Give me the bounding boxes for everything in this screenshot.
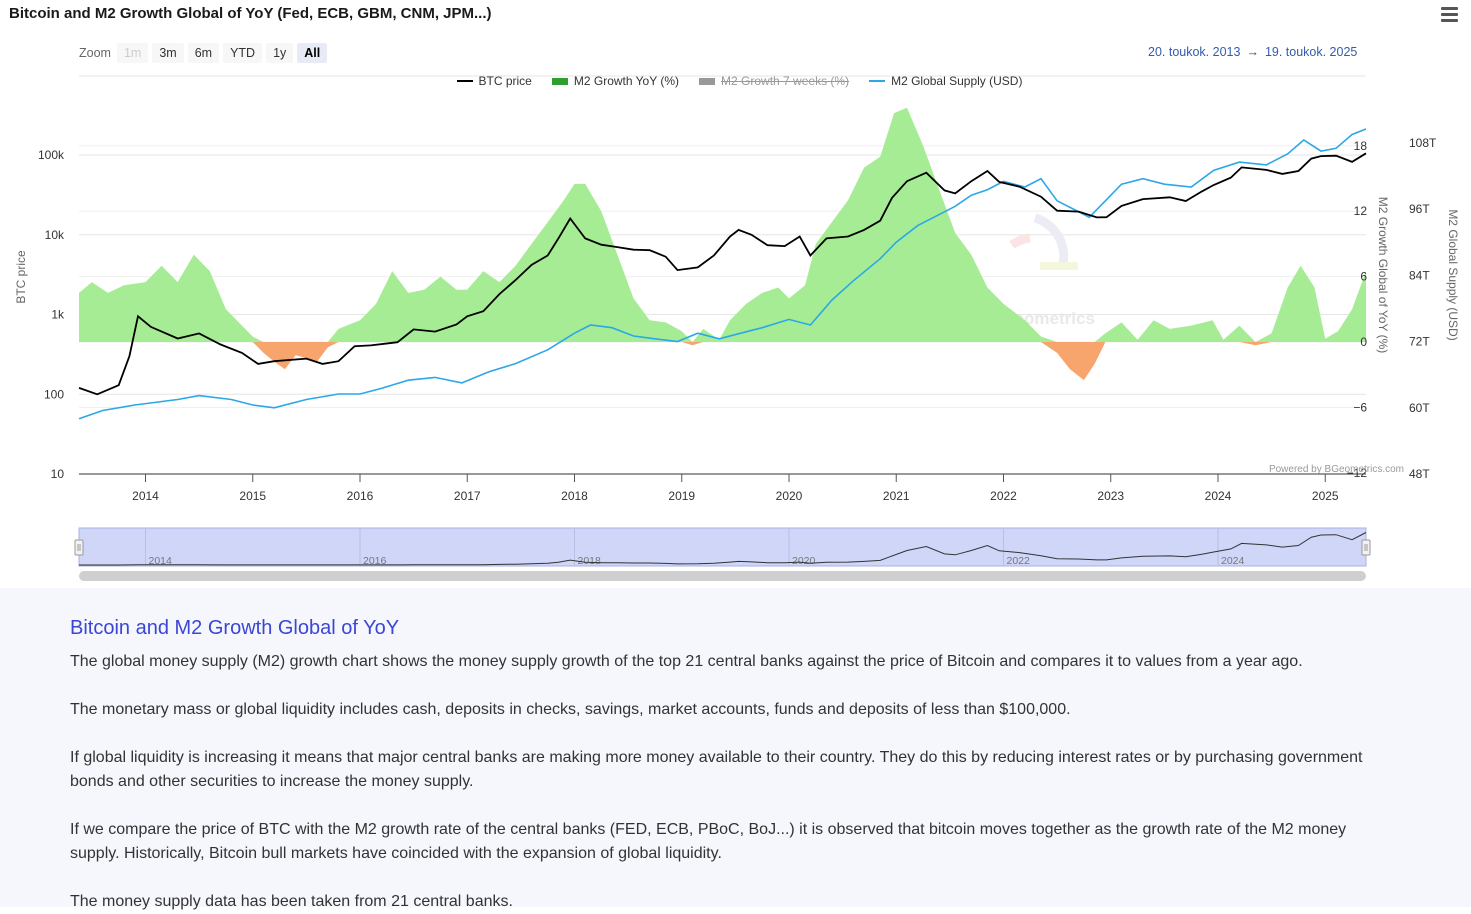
range-from-input[interactable]: 20. toukok. 2013 <box>1148 45 1241 59</box>
growth-axis-tick: −6 <box>1353 400 1367 414</box>
date-range: 20. toukok. 2013 → 19. toukok. 2025 <box>1148 45 1357 59</box>
supply-axis-tick: 96T <box>1409 202 1430 216</box>
legend-item-m2-growth-7-weeks[interactable]: M2 Growth 7 weeks (%) <box>699 74 849 88</box>
chart-area: 10 100 1k 10k 100k BGeometrics 2014 2015 2016 201… <box>0 0 1471 588</box>
x-axis-tick: 2021 <box>883 489 910 503</box>
watermark-logo-icon <box>1033 213 1069 270</box>
supply-axis-tick: 84T <box>1409 268 1430 282</box>
btc-axis-tick: 10k <box>45 228 65 242</box>
range-to-input[interactable]: 19. toukok. 2025 <box>1264 45 1358 59</box>
x-axis-tick: 2025 <box>1312 489 1339 503</box>
zoom-ytd-button[interactable]: YTD <box>223 43 263 63</box>
info-paragraph: The money supply data has been taken fro… <box>70 893 513 910</box>
info-paragraph: The monetary mass or global liquidity in… <box>70 701 1071 718</box>
supply-axis-tick: 108T <box>1409 136 1437 150</box>
navigator-label: 2024 <box>1221 555 1245 567</box>
legend-symbol-m2-growth <box>551 77 568 85</box>
supply-axis-tick: 72T <box>1409 335 1430 349</box>
x-axis-tick: 2022 <box>990 489 1017 503</box>
x-axis-tick: 2023 <box>1097 489 1124 503</box>
zoom-1m-button[interactable]: 1m <box>116 43 149 63</box>
legend-label: M2 Growth YoY (%) <box>573 74 680 88</box>
growth-axis-tick: 0 <box>1360 335 1367 349</box>
legend-item-m2-growth-yoy[interactable]: M2 Growth YoY (%) <box>551 74 680 88</box>
supply-axis-title: M2 Global Supply (USD) <box>1446 209 1460 340</box>
x-axis-tick: 2015 <box>239 489 266 503</box>
x-axis-tick: 2016 <box>347 489 374 503</box>
info-section: Bitcoin and M2 Growth Global of YoY The … <box>0 588 1471 910</box>
zoom-label: Zoom <box>79 46 111 60</box>
zoom-all-button[interactable]: All <box>297 43 328 63</box>
btc-axis-tick: 100k <box>38 148 65 162</box>
supply-axis-tick: 48T <box>1409 467 1430 481</box>
legend-label: M2 Growth 7 weeks (%) <box>721 74 850 88</box>
zoom-1y-button[interactable]: 1y <box>266 43 294 63</box>
info-paragraph: The global money supply (M2) growth char… <box>70 653 1303 670</box>
zoom-bar: Zoom 1m 3m 6m YTD 1y All <box>79 42 331 64</box>
x-axis-tick: 2014 <box>132 489 159 503</box>
btc-price-line[interactable] <box>78 152 1367 396</box>
navigator-series-line <box>79 532 1367 566</box>
chart-legend: BTC price M2 Growth YoY (%) M2 Growth 7 … <box>0 74 1471 88</box>
navigator-label: 2014 <box>148 555 172 567</box>
btc-axis-tick: 10 <box>51 467 65 481</box>
supply-axis-tick: 60T <box>1409 401 1430 415</box>
navigator-label: 2018 <box>577 555 601 567</box>
legend-symbol-btc <box>456 80 473 82</box>
x-axis-tick: 2017 <box>454 489 481 503</box>
watermark-logo-icon <box>1009 233 1031 249</box>
zoom-3m-button[interactable]: 3m <box>152 43 184 63</box>
m2-supply-line[interactable] <box>78 128 1367 420</box>
legend-label: M2 Global Supply (USD) <box>891 74 1023 88</box>
chart-title: Bitcoin and M2 Growth Global of YoY (Fed… <box>9 5 492 22</box>
x-axis-tick: 2020 <box>776 489 803 503</box>
growth-axis-tick: 18 <box>1354 139 1368 153</box>
growth-axis-tick: 12 <box>1354 204 1368 218</box>
btc-axis-title: BTC price <box>14 250 28 304</box>
navigator-scrollbar[interactable] <box>79 571 1366 581</box>
legend-symbol-m2-7weeks <box>699 77 716 85</box>
btc-axis-tick: 1k <box>51 308 65 322</box>
legend-item-btc-price[interactable]: BTC price <box>456 74 532 88</box>
info-heading: Bitcoin and M2 Growth Global of YoY <box>70 617 400 639</box>
btc-axis-tick: 100 <box>44 387 64 401</box>
navigator-left-handle[interactable] <box>74 539 84 556</box>
legend-label: BTC price <box>478 74 532 88</box>
m2-growth-area-positive[interactable] <box>79 107 1366 342</box>
growth-axis-tick: −12 <box>1347 466 1368 480</box>
zoom-6m-button[interactable]: 6m <box>187 43 220 63</box>
navigator-label: 2022 <box>1006 555 1030 567</box>
navigator-right-handle[interactable] <box>1361 539 1371 556</box>
x-axis-tick: 2018 <box>561 489 588 503</box>
navigator-label: 2020 <box>792 555 816 567</box>
legend-item-m2-global-supply[interactable]: M2 Global Supply (USD) <box>869 74 1022 88</box>
navigator-mask[interactable] <box>78 527 1367 567</box>
hamburger-menu-icon[interactable] <box>1441 7 1461 25</box>
info-paragraph: If we compare the price of BTC with the … <box>70 821 1347 862</box>
growth-axis-title: M2 Growth Global of YoY (%) <box>1376 197 1390 354</box>
range-arrow-icon: → <box>1246 45 1259 59</box>
x-axis-tick: 2024 <box>1205 489 1232 503</box>
growth-axis-tick: 6 <box>1360 270 1367 284</box>
legend-symbol-m2-supply <box>869 80 886 82</box>
credits-text: Powered by BGeometrics.com <box>1269 464 1404 475</box>
navigator-label: 2016 <box>363 555 387 567</box>
x-axis-tick: 2019 <box>668 489 695 503</box>
info-paragraph: If global liquidity is increasing it mea… <box>70 749 1363 790</box>
